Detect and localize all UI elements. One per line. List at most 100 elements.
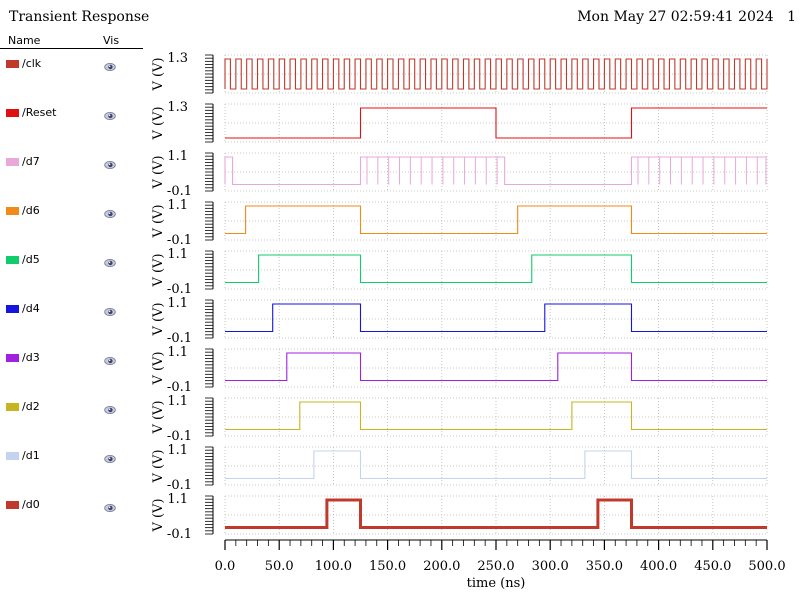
- y-min-label: -0.1: [167, 429, 192, 444]
- y-max-label: 1.1: [167, 198, 188, 213]
- x-tick-label: 100.0: [315, 559, 352, 574]
- y-min-label: -0.1: [167, 282, 192, 297]
- band-d6: V (V) 1.1 -0.1: [151, 198, 768, 248]
- x-tick-label: 450.0: [694, 559, 731, 574]
- y-min-label: -0.1: [167, 527, 192, 542]
- legend-signal-name: /d6: [22, 204, 40, 217]
- y-max-label: 1.1: [167, 247, 188, 262]
- x-tick-label: 50.0: [265, 559, 294, 574]
- legend-item-d0[interactable]: /d0: [0, 497, 143, 513]
- eye-icon[interactable]: [104, 352, 116, 365]
- band-d0: V (V) 1.1 -0.1: [151, 492, 768, 542]
- y-axis-label: V (V): [151, 155, 166, 189]
- eye-icon[interactable]: [104, 107, 116, 120]
- band-d1: V (V) 1.1 -0.1: [151, 443, 768, 493]
- y-axis-label: V (V): [151, 106, 166, 140]
- x-tick-label: 350.0: [586, 559, 623, 574]
- legend-item-d4[interactable]: /d4: [0, 301, 143, 317]
- x-tick-label: 400.0: [640, 559, 677, 574]
- y-axis-label: V (V): [151, 498, 166, 532]
- x-axis-label: time (ns): [467, 576, 526, 591]
- eye-icon[interactable]: [104, 499, 116, 512]
- timestamp-text: Mon May 27 02:59:41 2024: [577, 9, 774, 25]
- y-max-label: 1.1: [167, 394, 188, 409]
- legend-swatch: [6, 109, 19, 117]
- waveform-d7: [224, 156, 767, 186]
- legend-item-d6[interactable]: /d6: [0, 203, 143, 219]
- legend-item-d2[interactable]: /d2: [0, 399, 143, 415]
- band-reset: V (V) 1.3: [151, 100, 768, 143]
- waveform-d4: [225, 303, 767, 333]
- waveform-d5: [225, 254, 767, 284]
- y-axis-label: V (V): [151, 57, 166, 91]
- legend-swatch: [6, 256, 19, 264]
- legend-signal-name: /d4: [22, 302, 40, 315]
- legend-signal-name: /d2: [22, 400, 40, 413]
- waveform-d3: [225, 352, 767, 382]
- legend-item-d5[interactable]: /d5: [0, 252, 143, 268]
- x-tick-label: 500.0: [748, 559, 785, 574]
- y-axis-label: V (V): [151, 449, 166, 483]
- legend-item-d3[interactable]: /d3: [0, 350, 143, 366]
- legend-signal-name: /d3: [22, 351, 40, 364]
- legend-signal-name: /d1: [22, 449, 40, 462]
- legend-swatch: [6, 452, 19, 460]
- window-title: Transient Response: [9, 9, 150, 25]
- eye-icon[interactable]: [104, 303, 116, 316]
- timestamp: Mon May 27 02:59:41 2024 1: [577, 9, 796, 25]
- x-tick-label: 250.0: [477, 559, 514, 574]
- legend-swatch: [6, 354, 19, 362]
- y-min-label: -0.1: [167, 331, 192, 346]
- y-axis-label: V (V): [151, 400, 166, 434]
- y-axis-label: V (V): [151, 302, 166, 336]
- y-axis-label: V (V): [151, 351, 166, 385]
- x-tick-label: 150.0: [369, 559, 406, 574]
- legend-swatch: [6, 403, 19, 411]
- waveform-d2: [225, 401, 767, 431]
- legend-name-header: Name: [8, 34, 41, 47]
- legend-swatch: [6, 207, 19, 215]
- waveform-clk: [224, 58, 768, 90]
- legend-item-clk[interactable]: /clk: [0, 56, 143, 72]
- eye-icon[interactable]: [104, 156, 116, 169]
- y-max-label: 1.3: [167, 100, 188, 115]
- y-min-label: -0.1: [167, 184, 192, 199]
- x-axis: 0.0 50.0 100.0 150.0 200.0 250.0 300.0 350.0 400…: [215, 539, 786, 591]
- x-tick-label: 300.0: [532, 559, 569, 574]
- y-axis-label: V (V): [151, 204, 166, 238]
- y-max-label: 1.3: [167, 51, 188, 66]
- eye-icon[interactable]: [104, 58, 116, 71]
- legend-item-d7[interactable]: /d7: [0, 154, 143, 170]
- legend-swatch: [6, 60, 19, 68]
- waveform-reset: [225, 107, 767, 139]
- y-max-label: 1.1: [167, 443, 188, 458]
- eye-icon[interactable]: [104, 450, 116, 463]
- eye-icon[interactable]: [104, 254, 116, 267]
- y-max-label: 1.1: [167, 345, 188, 360]
- y-max-label: 1.1: [167, 492, 188, 507]
- band-d7: V (V) 1.1 -0.1: [151, 149, 768, 199]
- y-max-label: 1.1: [167, 149, 188, 164]
- page-number: 1: [787, 9, 796, 25]
- y-min-label: -0.1: [167, 478, 192, 493]
- waveform-d6: [225, 205, 767, 235]
- legend-swatch: [6, 158, 19, 166]
- y-max-label: 1.1: [167, 296, 188, 311]
- eye-icon[interactable]: [104, 205, 116, 218]
- legend-signal-name: /d0: [22, 498, 40, 511]
- band-d4: V (V) 1.1 -0.1: [151, 296, 768, 346]
- legend-swatch: [6, 305, 19, 313]
- waveform-d1: [225, 450, 767, 480]
- legend-item-reset[interactable]: /Reset: [0, 105, 143, 121]
- y-axis-label: V (V): [151, 253, 166, 287]
- eye-icon[interactable]: [104, 401, 116, 414]
- legend-item-d1[interactable]: /d1: [0, 448, 143, 464]
- legend-signal-name: /clk: [22, 57, 42, 70]
- y-min-label: -0.1: [167, 380, 192, 395]
- y-min-label: -0.1: [167, 233, 192, 248]
- legend-signal-name: /d5: [22, 253, 40, 266]
- waveform-d0: [225, 498, 767, 529]
- legend-swatch: [6, 501, 19, 509]
- legend-signal-name: /d7: [22, 155, 40, 168]
